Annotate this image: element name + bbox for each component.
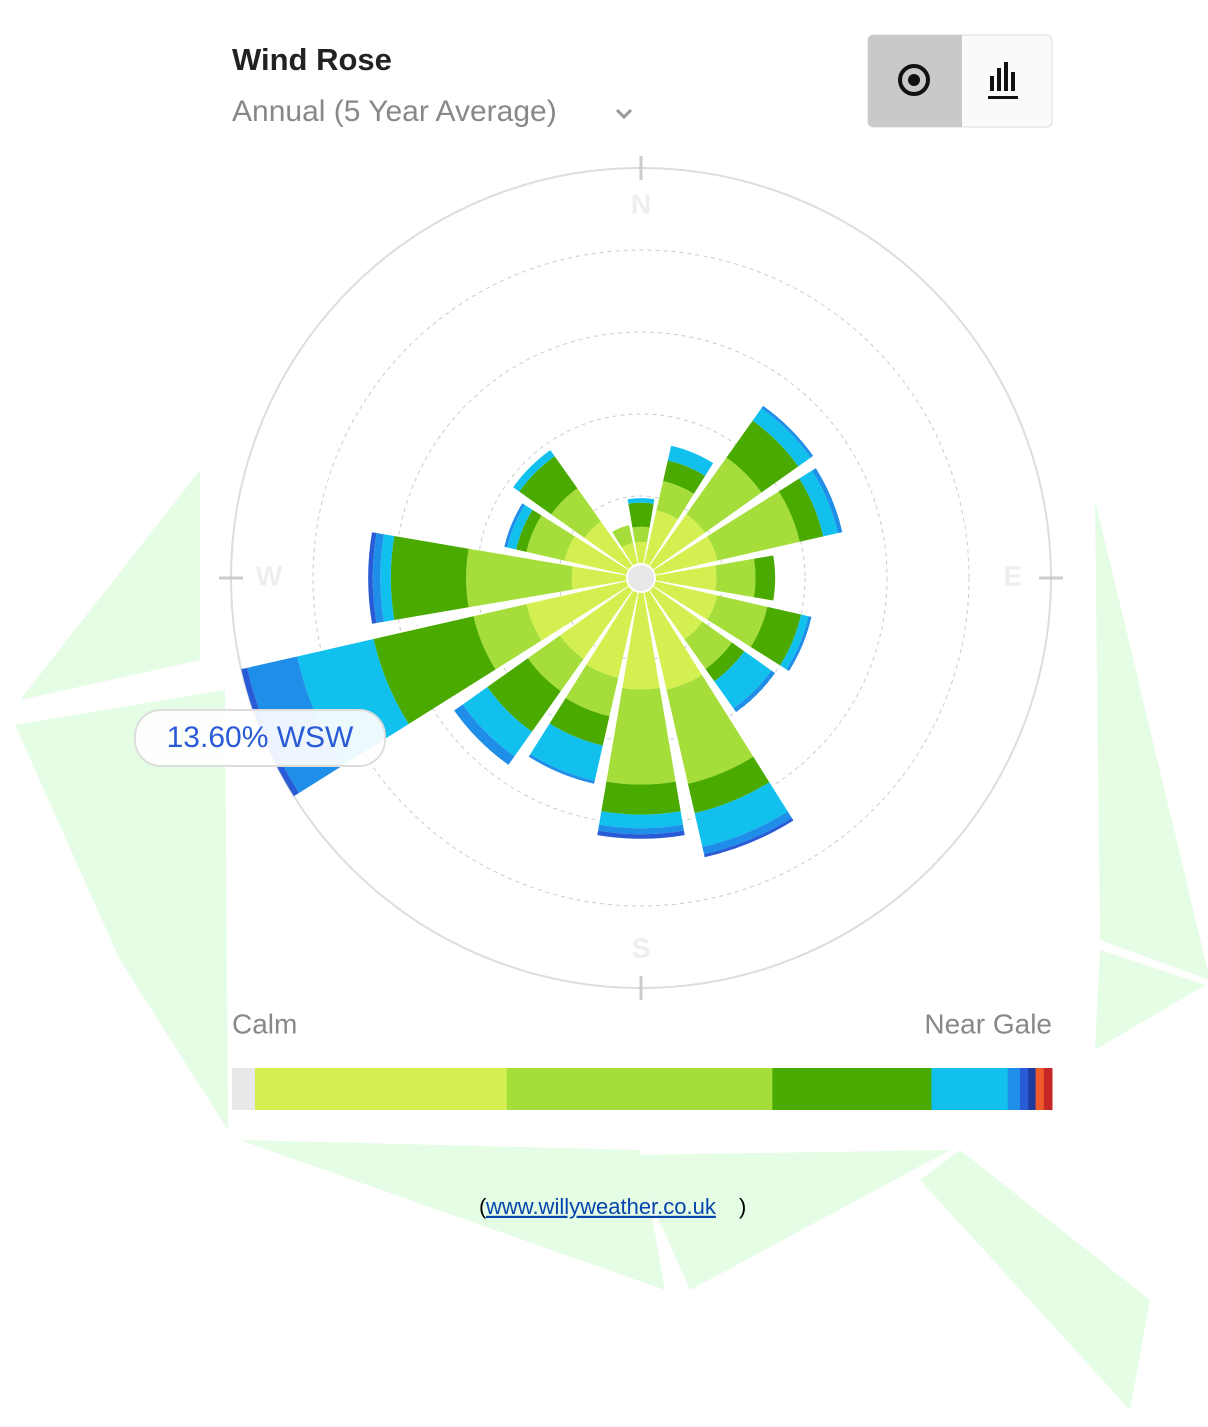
legend-bar-segment	[772, 1068, 932, 1110]
wind-segment	[754, 556, 775, 601]
wind-rose: N E S W 13.60% WSW	[135, 156, 1063, 1000]
legend-bar-segment	[507, 1068, 773, 1110]
rose-icon-dot	[908, 74, 920, 86]
page: Wind Rose Annual (5 Year Average) N E S W 13…	[0, 0, 1208, 1427]
wind-segment	[606, 688, 675, 785]
source-close: )	[739, 1194, 746, 1219]
dropdown-chevron[interactable]	[617, 110, 631, 117]
legend-bar-segment	[232, 1068, 255, 1110]
wind-segment	[715, 559, 755, 597]
wind-segment	[391, 536, 469, 620]
legend-label: Near Gale	[924, 1008, 1052, 1039]
subtitle[interactable]: Annual (5 Year Average)	[232, 95, 557, 128]
legend: Calm Near Gale	[232, 1008, 1053, 1110]
compass-label: S	[632, 932, 651, 963]
legend-bar-segment	[1020, 1068, 1029, 1110]
legend-bar-segment	[931, 1068, 1008, 1110]
compass-label: W	[256, 560, 283, 591]
compass-label: N	[631, 188, 651, 219]
legend-bar-segment	[1008, 1068, 1021, 1110]
wind-segment	[628, 503, 653, 528]
view-toggle	[868, 35, 1052, 127]
legend-bar-segment	[255, 1068, 507, 1110]
legend-bar-segment	[1044, 1068, 1053, 1110]
title: Wind Rose	[232, 42, 392, 77]
compass-label: E	[1004, 560, 1023, 591]
legend-bar-segment	[1036, 1068, 1045, 1110]
tooltip-text: 13.60% WSW	[167, 721, 354, 754]
legend-label: Calm	[232, 1008, 297, 1039]
calm-center	[627, 564, 655, 592]
legend-bar-segment	[1028, 1068, 1036, 1110]
wind-segment	[601, 782, 680, 815]
wind-segment	[632, 527, 649, 543]
source-link[interactable]: www.willyweather.co.uk	[485, 1194, 717, 1219]
